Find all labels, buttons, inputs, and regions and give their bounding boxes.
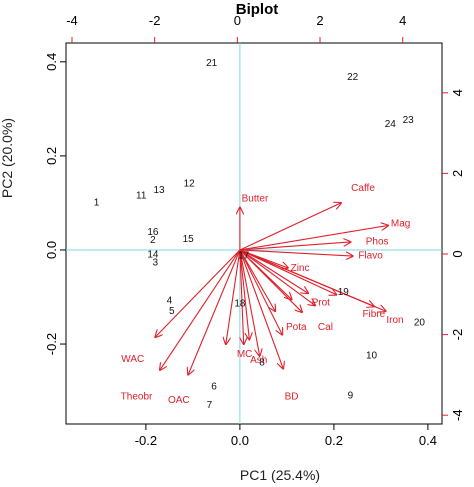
left-tick-label: 0.2 [44, 147, 59, 165]
score-point-16: 16 [147, 227, 159, 238]
loading-label-butter: Butter [242, 194, 269, 205]
loading-arrow-mc [239, 249, 244, 344]
right-tick-label: 0 [450, 250, 465, 257]
loading-arrow-unlabeled-23 [239, 249, 282, 335]
chart-title: Biplot [236, 1, 279, 18]
score-point-23: 23 [403, 115, 415, 126]
left-tick-label: -0.2 [44, 333, 59, 355]
score-point-10: 10 [366, 350, 378, 361]
loading-label-mc: MC [237, 349, 253, 360]
loading-label-caffe: Caffe [351, 183, 375, 194]
loading-label-mag: Mag [391, 218, 410, 229]
loading-arrow-unlabeled-22 [239, 249, 336, 295]
right-tick-label: 4 [450, 89, 465, 96]
loading-label-phos: Phos [366, 236, 389, 247]
bottom-tick-label: 0.0 [231, 433, 249, 448]
loading-arrow-unlabeled-21 [239, 249, 292, 299]
loading-label-theobr: Theobr [121, 392, 153, 403]
right-tick-label: -4 [450, 409, 465, 421]
loading-arrow-unlabeled-18 [226, 249, 241, 344]
loading-label-prot: Prot [312, 297, 331, 308]
loading-arrow-ash [239, 249, 260, 356]
loading-arrow-phos [239, 242, 350, 251]
loading-label-zinc: Zinc [291, 263, 310, 274]
left-tick-label: 0.0 [44, 241, 59, 259]
score-point-4: 4 [167, 295, 173, 306]
reference-lines [66, 43, 442, 424]
loading-arrow-caffe [239, 203, 341, 251]
x-axis-label: PC1 (25.4%) [240, 467, 320, 483]
top-tick-label: -2 [149, 13, 161, 28]
loading-arrow-iron [239, 249, 386, 311]
loading-arrow-prot [239, 249, 308, 293]
y-axis-label: PC2 (20.0%) [0, 118, 15, 198]
score-point-2: 2 [150, 235, 156, 246]
loading-arrow-unlabeled-20 [239, 249, 275, 311]
loading-arrow-theobr [160, 249, 241, 370]
score-point-5: 5 [169, 306, 175, 317]
score-point-14: 14 [147, 250, 159, 261]
right-tick-label: -2 [450, 329, 465, 341]
top-tick-label: 4 [399, 13, 406, 28]
score-point-11: 11 [136, 190, 147, 201]
right-tick-label: 2 [450, 170, 465, 177]
loading-label-ash: Ash [250, 355, 267, 366]
top-tick-label: 2 [316, 13, 323, 28]
loading-arrow-wac [155, 249, 241, 337]
loading-label-fibre: Fibre [362, 309, 385, 320]
score-point-3: 3 [153, 258, 159, 269]
score-point-6: 6 [211, 381, 217, 392]
loading-label-oac: OAC [168, 395, 190, 406]
loading-arrow-cal [239, 249, 315, 306]
score-point-18: 18 [234, 299, 246, 310]
loading-label-pota: Pota [286, 322, 307, 333]
score-point-8: 8 [259, 357, 265, 368]
plot-frame [65, 42, 443, 425]
score-point-13: 13 [153, 185, 165, 196]
score-point-24: 24 [385, 119, 397, 130]
score-point-12: 12 [184, 179, 196, 190]
score-point-21: 21 [206, 58, 218, 69]
bottom-tick-label: 0.4 [419, 433, 437, 448]
loading-arrow-oac [188, 249, 241, 375]
score-point-1: 1 [94, 198, 100, 209]
loading-label-bd: BD [285, 392, 299, 403]
score-point-9: 9 [348, 390, 354, 401]
loading-arrow-unlabeled-19 [239, 249, 249, 339]
loading-label-cal: Cal [318, 322, 333, 333]
loading-arrow-bd [239, 249, 283, 369]
loading-label-iron: Iron [386, 315, 403, 326]
loading-label-wac: WAC [121, 354, 144, 365]
score-point-20: 20 [414, 317, 426, 328]
left-tick-label: 0.4 [44, 53, 59, 71]
loading-arrow-flavo [239, 249, 353, 256]
top-tick-label: 0 [234, 13, 241, 28]
bottom-tick-label: -0.2 [135, 433, 157, 448]
score-point-7: 7 [207, 400, 213, 411]
score-point-15: 15 [183, 234, 195, 245]
loading-label-flavo: Flavo [358, 250, 383, 261]
score-point-22: 22 [347, 72, 359, 83]
score-point-17: 17 [238, 251, 250, 262]
bottom-tick-label: 0.2 [325, 433, 343, 448]
score-point-19: 19 [338, 287, 350, 298]
top-tick-label: -4 [66, 13, 78, 28]
loading-arrow-mag [239, 226, 388, 251]
